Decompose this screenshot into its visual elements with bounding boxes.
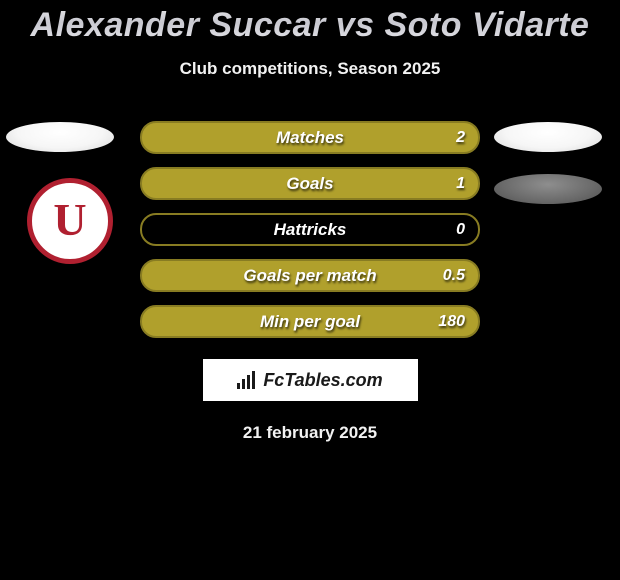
stat-bar (140, 259, 480, 292)
footer-logo-text: FcTables.com (263, 370, 382, 391)
stat-bar (140, 213, 480, 246)
stat-bar (140, 167, 480, 200)
chart-icon (237, 371, 259, 389)
stats-bar-list: Matches2Goals1Hattricks0Goals per match0… (0, 121, 620, 351)
stat-bar (140, 305, 480, 338)
stat-row: Goals per match0.5 (0, 259, 620, 305)
subtitle: Club competitions, Season 2025 (0, 59, 620, 79)
stat-row: Goals1 (0, 167, 620, 213)
stat-row: Hattricks0 (0, 213, 620, 259)
date-text: 21 february 2025 (0, 423, 620, 443)
stat-bar (140, 121, 480, 154)
stat-row: Min per goal180 (0, 305, 620, 351)
footer-logo: FcTables.com (203, 359, 418, 401)
page-title: Alexander Succar vs Soto Vidarte (0, 0, 620, 45)
stat-row: Matches2 (0, 121, 620, 167)
